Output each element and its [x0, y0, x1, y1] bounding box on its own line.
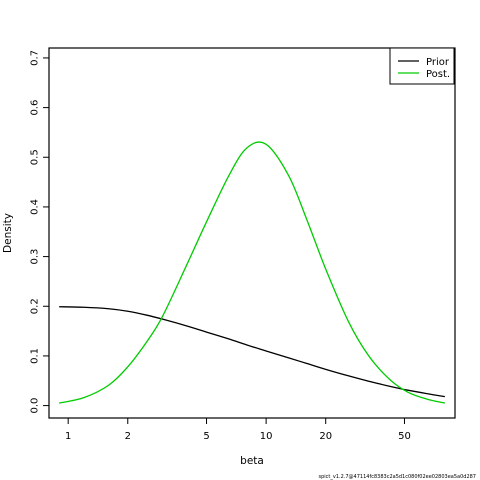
- plot-frame: [48, 47, 456, 419]
- y-tick-label: 0.2: [30, 298, 41, 314]
- x-tick-label: 20: [319, 431, 332, 442]
- legend-label-post: Post.: [426, 69, 450, 80]
- y-tick-label: 0.3: [30, 249, 41, 265]
- version-footnote: spict_v1.2.7@47114fc8383c2a5d1c080f02ee0…: [319, 474, 477, 480]
- y-tick-label: 0.7: [30, 50, 41, 66]
- legend-label-prior: Prior: [426, 57, 450, 68]
- x-tick-label: 5: [203, 431, 209, 442]
- series-line-post: [58, 141, 446, 404]
- y-axis: 0.0 0.1 0.2 0.3 0.4 0.5 0.6 0.7: [30, 50, 49, 414]
- y-tick-label: 0.1: [30, 348, 41, 364]
- x-axis: 1 2 5 10 20 50: [65, 418, 411, 442]
- legend: Prior Post.: [389, 47, 455, 85]
- x-axis-title: beta: [240, 455, 264, 467]
- x-tick-label: 1: [65, 431, 71, 442]
- y-tick-label: 0.4: [30, 199, 41, 215]
- series-line-prior: [59, 306, 445, 398]
- y-tick-label: 0.0: [30, 398, 41, 414]
- series-layer: [58, 141, 446, 404]
- y-tick-label: 0.6: [30, 100, 41, 116]
- x-tick-label: 2: [125, 431, 131, 442]
- y-tick-label: 0.5: [30, 149, 41, 165]
- legend-box: [389, 47, 455, 85]
- x-tick-label: 50: [398, 431, 411, 442]
- x-tick-label: 10: [260, 431, 273, 442]
- y-axis-title: Density: [2, 213, 14, 253]
